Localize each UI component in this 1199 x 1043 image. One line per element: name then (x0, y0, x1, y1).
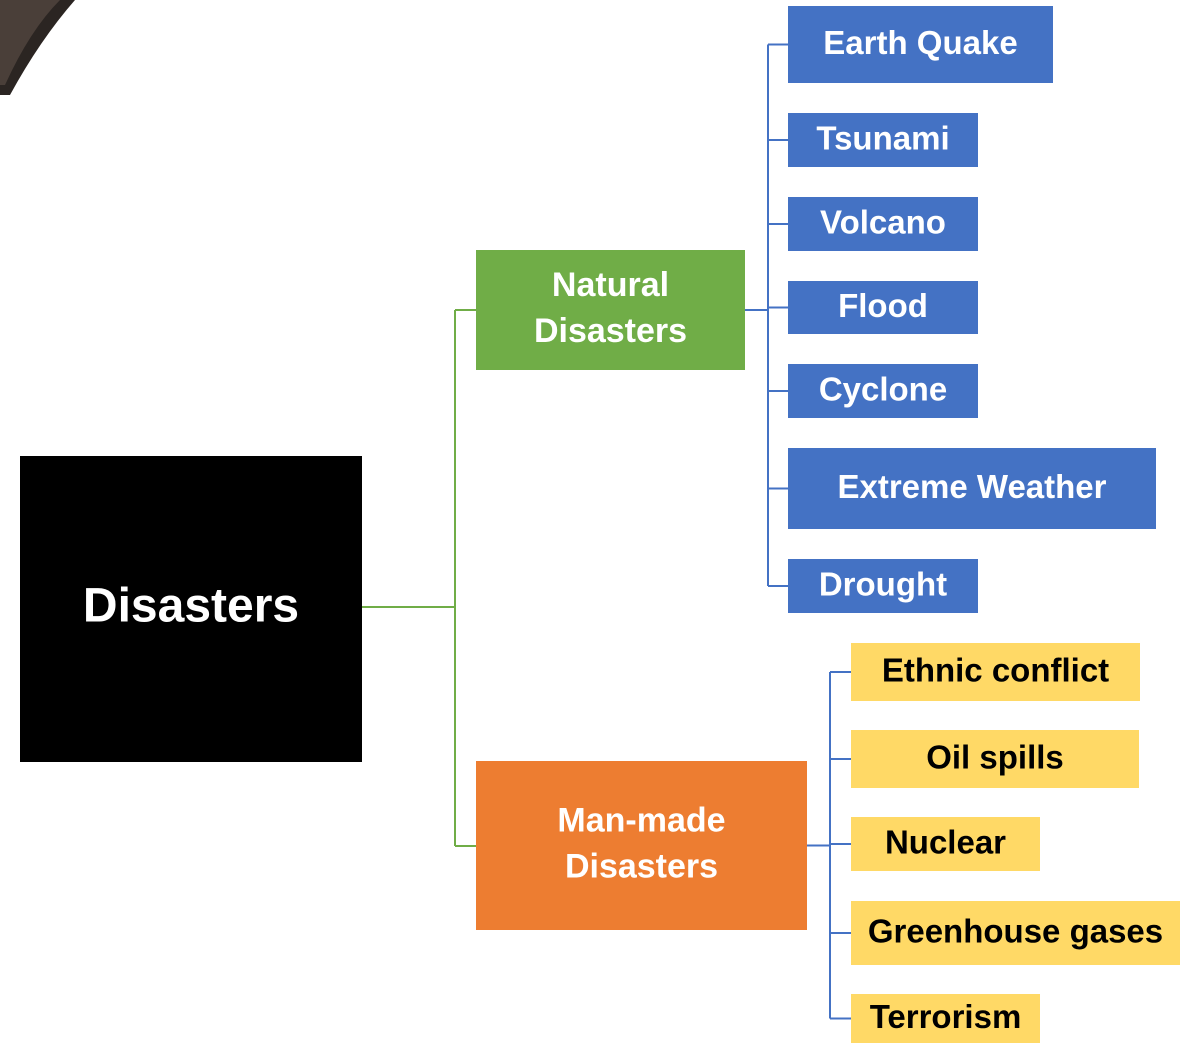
branch-box (476, 761, 807, 930)
branch-label: Disasters (534, 312, 687, 350)
leaf-label: Extreme Weather (837, 468, 1106, 505)
leaf-label: Greenhouse gases (868, 913, 1163, 950)
leaf-label: Terrorism (870, 998, 1022, 1035)
leaf-label: Nuclear (885, 824, 1006, 861)
leaf-label: Earth Quake (823, 24, 1017, 61)
page: {"root": {"label": "Disasters"}, "branch… (0, 0, 1199, 1043)
diagram: Disasters Natural Disasters Earth Quake Tsu… (0, 0, 1199, 1043)
leaf-label: Tsunami (816, 120, 949, 157)
leaf-label: Cyclone (819, 371, 947, 408)
leaf-label: Ethnic conflict (882, 652, 1109, 689)
leaf-label: Flood (838, 287, 928, 324)
leaf-label: Volcano (820, 204, 946, 241)
branch-label: Natural (552, 266, 669, 304)
leaf-label: Drought (819, 566, 947, 603)
branch-label: Man-made (557, 801, 725, 839)
leaf-label: Oil spills (926, 739, 1064, 776)
branch-label: Disasters (565, 847, 718, 885)
root-connectors (362, 310, 476, 846)
root-label: Disasters (83, 580, 299, 633)
